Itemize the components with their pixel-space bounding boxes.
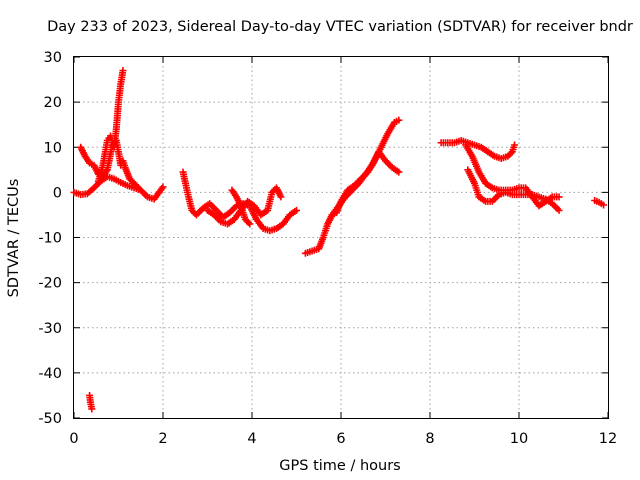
series-arc-4: [86, 391, 96, 413]
plus-marker: [293, 206, 300, 214]
plus-marker: [555, 206, 563, 214]
series-arc-7: [228, 186, 254, 228]
plot-frame: [73, 56, 609, 419]
plus-marker: [507, 149, 515, 157]
plus-marker: [555, 193, 563, 201]
plus-marker: [135, 184, 143, 192]
plus-marker: [119, 67, 127, 75]
axis-ticks: [73, 56, 609, 419]
chart-title: Day 233 of 2023, Sidereal Day-to-day VTE…: [47, 19, 633, 35]
x-tick-label: 4: [247, 431, 256, 447]
y-tick-label: -30: [38, 321, 62, 337]
y-tick-label: 30: [44, 50, 62, 66]
plus-marker: [395, 116, 403, 124]
x-tick-label: 6: [336, 431, 345, 447]
x-tick-label: 12: [599, 431, 617, 447]
series-arc-12: [464, 166, 563, 214]
series-arc-10: [437, 136, 519, 163]
grid-lines: [74, 57, 608, 418]
series-arc-9: [328, 148, 403, 219]
plus-marker: [133, 182, 141, 190]
x-tick-label: 10: [510, 431, 528, 447]
plus-marker: [600, 201, 608, 209]
series-arc-3: [94, 67, 127, 185]
series-arc-1: [70, 173, 167, 203]
y-tick-label: 10: [44, 140, 62, 156]
y-tick-label: 0: [53, 185, 62, 201]
x-axis-label: GPS time / hours: [279, 458, 400, 474]
x-tick-label: 0: [69, 431, 78, 447]
y-tick-label: -20: [38, 276, 62, 292]
plus-marker: [159, 183, 167, 191]
plus-marker: [244, 218, 252, 226]
tick-labels: 0 2 4 6 8 10 12 -50 -40 -30 -20 -10 0 10 20 30: [38, 50, 617, 447]
series-arc-13: [591, 196, 608, 209]
y-tick-label: -40: [38, 366, 62, 382]
y-tick-label: -50: [38, 411, 62, 427]
x-tick-label: 8: [425, 431, 434, 447]
plus-marker: [88, 405, 96, 413]
plus-marker: [246, 220, 254, 228]
data-marks: [70, 67, 608, 413]
x-tick-label: 2: [158, 431, 167, 447]
plus-marker: [395, 168, 403, 176]
y-tick-label: 20: [44, 95, 62, 111]
y-tick-label: -10: [38, 231, 62, 247]
plus-marker: [511, 141, 519, 149]
y-axis-label: SDTVAR / TECUs: [6, 179, 22, 298]
plus-marker: [277, 193, 285, 201]
